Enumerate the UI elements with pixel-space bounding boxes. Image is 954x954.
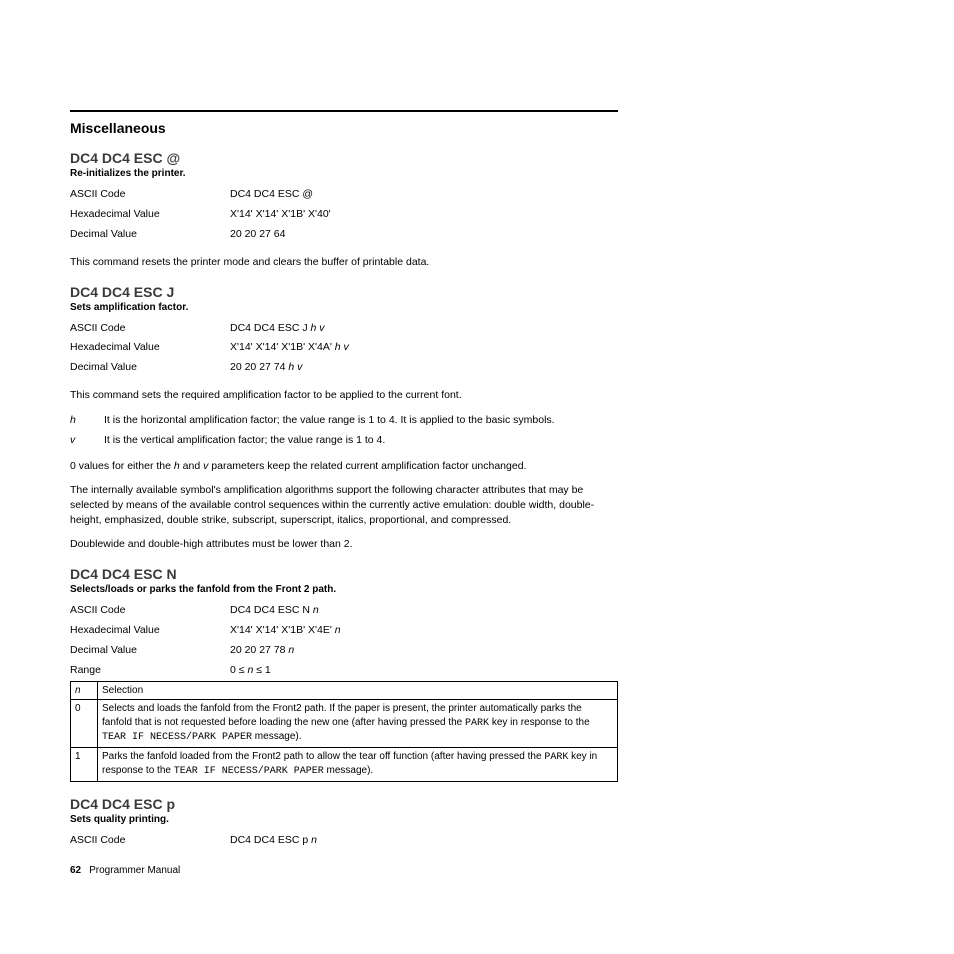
kv-value: DC4 DC4 ESC p n (230, 831, 618, 851)
kv-row: Range0 ≤ n ≤ 1 (70, 661, 618, 681)
selection-table: nSelection0Selects and loads the fanfold… (70, 681, 618, 782)
kv-row: Hexadecimal ValueX'14' X'14' X'1B' X'4A'… (70, 338, 618, 358)
table-header-cell: Selection (98, 681, 618, 700)
kv-value: DC4 DC4 ESC J h v (230, 319, 618, 339)
page-footer: 62 Programmer Manual (70, 865, 618, 876)
kv-label: Decimal Value (70, 358, 230, 378)
kv-row: Hexadecimal ValueX'14' X'14' X'1B' X'4E'… (70, 621, 618, 641)
kv-value: DC4 DC4 ESC @ (230, 185, 618, 205)
kv-label: ASCII Code (70, 319, 230, 339)
definition-desc: It is the horizontal amplification facto… (104, 413, 618, 429)
table-header-cell: n (71, 681, 98, 700)
commands-container: DC4 DC4 ESC @ Re-initializes the printer.… (70, 150, 618, 851)
kv-value: X'14' X'14' X'1B' X'4A' h v (230, 338, 618, 358)
kv-row: ASCII CodeDC4 DC4 ESC @ (70, 185, 618, 205)
kv-label: ASCII Code (70, 831, 230, 851)
command-subtitle: Sets quality printing. (70, 814, 618, 825)
paragraph: This command resets the printer mode and… (70, 255, 618, 270)
kv-row: Decimal Value20 20 27 64 (70, 225, 618, 245)
kv-value: DC4 DC4 ESC N n (230, 601, 618, 621)
kv-label: ASCII Code (70, 185, 230, 205)
kv-row: Decimal Value20 20 27 78 n (70, 641, 618, 661)
definition-row: hIt is the horizontal amplification fact… (70, 413, 618, 429)
footer-label: Programmer Manual (89, 865, 180, 876)
table-row: 0Selects and loads the fanfold from the … (71, 700, 618, 748)
kv-row: ASCII CodeDC4 DC4 ESC J h v (70, 319, 618, 339)
table-cell-desc: Parks the fanfold loaded from the Front2… (98, 747, 618, 781)
command-heading: DC4 DC4 ESC J (70, 284, 618, 300)
kv-value: X'14' X'14' X'1B' X'40' (230, 205, 618, 225)
table-cell-n: 0 (71, 700, 98, 748)
kv-row: Decimal Value20 20 27 74 h v (70, 358, 618, 378)
definition-term: h (70, 413, 104, 429)
table-cell-desc: Selects and loads the fanfold from the F… (98, 700, 618, 748)
paragraph: The internally available symbol's amplif… (70, 483, 618, 527)
kv-label: Hexadecimal Value (70, 338, 230, 358)
kv-value: 20 20 27 78 n (230, 641, 618, 661)
kv-value: X'14' X'14' X'1B' X'4E' n (230, 621, 618, 641)
paragraph: Doublewide and double-high attributes mu… (70, 537, 618, 552)
kv-label: Hexadecimal Value (70, 205, 230, 225)
command-subtitle: Re-initializes the printer. (70, 168, 618, 179)
page-number: 62 (70, 865, 81, 876)
command-heading: DC4 DC4 ESC N (70, 566, 618, 582)
paragraph: 0 values for either the h and v paramete… (70, 459, 618, 474)
page: Miscellaneous DC4 DC4 ESC @ Re-initialize… (0, 0, 954, 954)
definition-row: vIt is the vertical amplification factor… (70, 433, 618, 449)
command-heading: DC4 DC4 ESC @ (70, 150, 618, 166)
kv-label: Decimal Value (70, 225, 230, 245)
kv-label: Range (70, 661, 230, 681)
kv-label: Decimal Value (70, 641, 230, 661)
top-rule (70, 110, 618, 112)
definition-desc: It is the vertical amplification factor;… (104, 433, 618, 449)
command-subtitle: Selects/loads or parks the fanfold from … (70, 584, 618, 595)
kv-value: 20 20 27 64 (230, 225, 618, 245)
kv-label: ASCII Code (70, 601, 230, 621)
paragraph: This command sets the required amplifica… (70, 388, 618, 403)
kv-label: Hexadecimal Value (70, 621, 230, 641)
kv-row: Hexadecimal ValueX'14' X'14' X'1B' X'40' (70, 205, 618, 225)
command-subtitle: Sets amplification factor. (70, 302, 618, 313)
command-heading: DC4 DC4 ESC p (70, 796, 618, 812)
content-column: Miscellaneous DC4 DC4 ESC @ Re-initialize… (70, 110, 618, 876)
definition-term: v (70, 433, 104, 449)
table-cell-n: 1 (71, 747, 98, 781)
kv-value: 0 ≤ n ≤ 1 (230, 661, 618, 681)
kv-value: 20 20 27 74 h v (230, 358, 618, 378)
section-heading: Miscellaneous (70, 120, 618, 136)
table-row: 1Parks the fanfold loaded from the Front… (71, 747, 618, 781)
kv-row: ASCII CodeDC4 DC4 ESC p n (70, 831, 618, 851)
kv-row: ASCII CodeDC4 DC4 ESC N n (70, 601, 618, 621)
